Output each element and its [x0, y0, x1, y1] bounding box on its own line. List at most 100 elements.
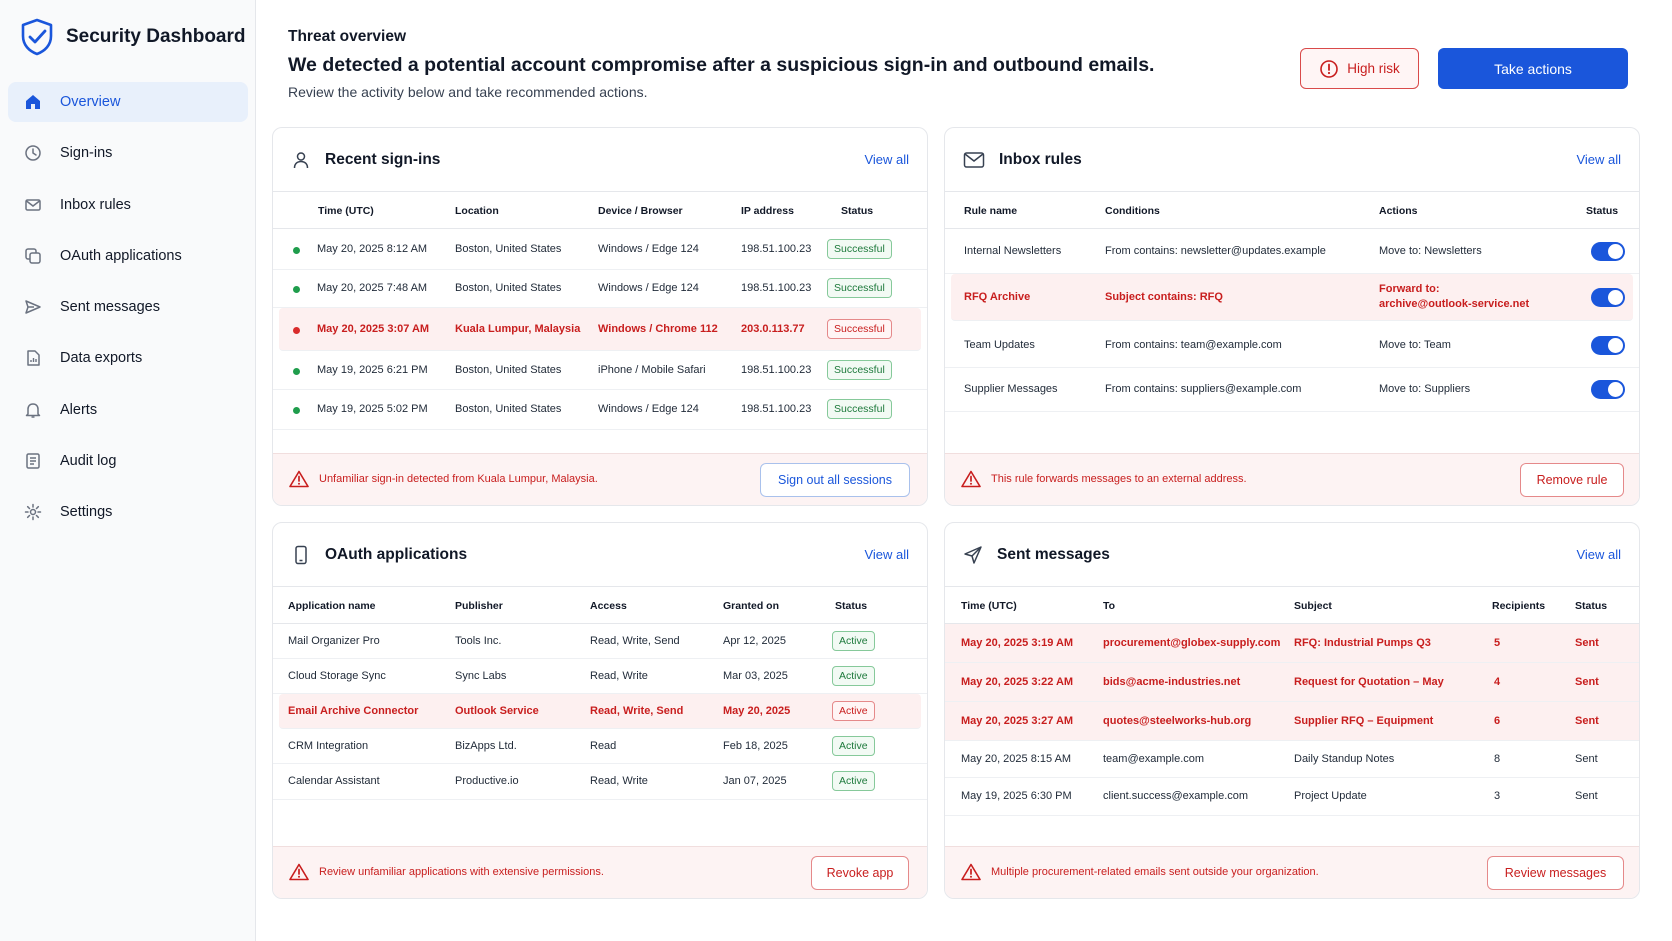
table-cell: From contains: newsletter@updates.exampl… [1105, 245, 1326, 257]
table-cell: Read, Write, Send [590, 635, 680, 647]
table-cell: Sent [1575, 753, 1598, 765]
sidebar-item-settings[interactable]: Settings [8, 492, 248, 532]
oauth-applications-card: OAuth applications View all Application … [272, 522, 928, 899]
table-cell: archive@outlook-service.net [1379, 298, 1530, 310]
remove-rule-button[interactable]: Remove rule [1520, 463, 1624, 497]
table-cell: Read, Write, Send [590, 705, 684, 717]
sidebar-item-label: OAuth applications [60, 247, 182, 264]
oauth-app-row[interactable]: Calendar Assistant Productive.io Read, Wri… [273, 764, 927, 800]
sidebar-item-overview[interactable]: Overview [8, 82, 248, 122]
warning-message: Unfamiliar sign-in detected from Kuala L… [289, 470, 598, 488]
sidebar: Security Dashboard Overview Sign-ins Inb… [0, 0, 256, 941]
sidebar-item-sign-ins[interactable]: Sign-ins [8, 133, 248, 173]
column-header: Conditions [1105, 205, 1160, 217]
view-all-link[interactable]: View all [864, 152, 909, 167]
table-cell: Mail Organizer Pro [288, 635, 380, 647]
sign-out-all-sessions-button[interactable]: Sign out all sessions [760, 463, 910, 497]
table-cell: 198.51.100.23 [741, 364, 812, 376]
status-badge: Successful [827, 278, 892, 298]
sent-message-row[interactable]: May 20, 2025 3:27 AM quotes@steelworks-hu… [945, 702, 1639, 741]
revoke-app-button[interactable]: Revoke app [811, 856, 909, 890]
oauth-app-row[interactable]: Mail Organizer Pro Tools Inc. Read, Write,… [273, 624, 927, 659]
inbox-rule-row[interactable]: Team Updates From contains: team@example.… [945, 323, 1639, 368]
inbox-rule-row[interactable]: Supplier Messages From contains: supplier… [945, 368, 1639, 412]
status-dot [293, 407, 300, 414]
oauth-app-row[interactable]: Cloud Storage Sync Sync Labs Read, Write Ma… [273, 659, 927, 694]
view-all-link[interactable]: View all [1576, 547, 1621, 562]
column-header: Time (UTC) [318, 205, 374, 217]
sidebar-nav: Overview Sign-ins Inbox rules OAuth appl… [8, 82, 248, 544]
rule-enabled-toggle[interactable] [1591, 380, 1625, 399]
apps-icon [25, 248, 41, 264]
take-actions-button[interactable]: Take actions [1438, 48, 1628, 89]
warning-triangle-icon [961, 863, 981, 881]
sidebar-item-alerts[interactable]: Alerts [8, 390, 248, 430]
table-cell: Tools Inc. [455, 635, 502, 647]
inbox-rules-card: Inbox rules View all Rule name Condition… [944, 127, 1640, 506]
status-badge: Active [832, 666, 875, 686]
table-cell: Calendar Assistant [288, 775, 380, 787]
alert-circle-icon [1320, 59, 1339, 78]
inbox-rule-row[interactable]: RFQ Archive Subject contains: RFQ Forward … [951, 274, 1633, 321]
table-cell: Boston, United States [455, 364, 562, 376]
sent-message-row[interactable]: May 19, 2025 6:30 PM client.success@examp… [945, 778, 1639, 816]
sent-message-row[interactable]: May 20, 2025 8:15 AM team@example.com Dail… [945, 741, 1639, 778]
shield-check-icon [21, 18, 53, 56]
status-badge: Active [832, 736, 875, 756]
view-all-link[interactable]: View all [864, 547, 909, 562]
column-header: Status [1586, 205, 1619, 217]
card-title: Sent messages [997, 545, 1110, 563]
warning-message: Review unfamiliar applications with exte… [289, 863, 604, 881]
table-cell: Kuala Lumpur, Malaysia [455, 323, 581, 335]
sign-in-row[interactable]: May 20, 2025 3:07 AM Kuala Lumpur, Malays… [279, 308, 921, 351]
sidebar-item-label: Data exports [60, 350, 143, 367]
warning-text: Unfamiliar sign-in detected from Kuala L… [319, 473, 598, 485]
table-cell: Jan 07, 2025 [723, 775, 787, 787]
oauth-app-row[interactable]: Email Archive Connector Outlook Service Re… [279, 694, 921, 729]
sidebar-item-inbox-rules[interactable]: Inbox rules [8, 185, 248, 225]
sign-in-row[interactable]: May 20, 2025 8:12 AM Boston, United State… [273, 230, 927, 270]
phone-icon [295, 545, 307, 564]
sidebar-item-oauth-applications[interactable]: OAuth applications [8, 236, 248, 276]
card-footer: This rule forwards messages to an extern… [945, 453, 1639, 505]
table-cell: Feb 18, 2025 [723, 740, 788, 752]
table-cell: Windows / Edge 124 [598, 403, 699, 415]
card-header: OAuth applications [273, 523, 927, 587]
sent-message-row[interactable]: May 20, 2025 3:19 AM procurement@globex-s… [945, 624, 1639, 663]
sign-in-row[interactable]: May 19, 2025 5:02 PM Boston, United State… [273, 390, 927, 430]
table-cell: iPhone / Mobile Safari [598, 364, 706, 376]
rule-enabled-toggle[interactable] [1591, 242, 1625, 261]
sidebar-item-label: Sign-ins [60, 145, 113, 162]
column-header: Rule name [964, 205, 1018, 217]
table-cell: Sync Labs [455, 670, 507, 682]
status-badge: Successful [827, 319, 892, 339]
sidebar-item-sent-messages[interactable]: Sent messages [8, 287, 248, 327]
table-cell: bids@acme-industries.net [1103, 676, 1241, 688]
risk-badge-label: High risk [1347, 61, 1400, 76]
column-header: Status [835, 600, 868, 612]
table-cell: Supplier Messages [964, 383, 1058, 395]
inbox-rule-row[interactable]: Internal Newsletters From contains: newsl… [945, 230, 1639, 274]
page-header: Threat overview We detected a potential … [288, 28, 1154, 100]
view-all-link[interactable]: View all [1576, 152, 1621, 167]
sidebar-item-label: Inbox rules [60, 196, 131, 213]
risk-badge: High risk [1300, 48, 1419, 89]
warning-message: Multiple procurement-related emails sent… [961, 863, 1319, 881]
sign-in-row[interactable]: May 19, 2025 6:21 PM Boston, United State… [273, 352, 927, 390]
table-cell: Subject contains: RFQ [1105, 291, 1223, 303]
table-cell: Productive.io [455, 775, 519, 787]
review-messages-button[interactable]: Review messages [1487, 856, 1624, 890]
rule-enabled-toggle[interactable] [1591, 288, 1625, 307]
oauth-app-row[interactable]: CRM Integration BizApps Ltd. Read Feb 18, 2… [273, 729, 927, 764]
sidebar-item-data-exports[interactable]: Data exports [8, 338, 248, 378]
bell-icon [25, 403, 41, 418]
sign-in-row[interactable]: May 20, 2025 7:48 AM Boston, United State… [273, 270, 927, 308]
table-cell: Sent [1575, 715, 1599, 727]
card-footer: Review unfamiliar applications with exte… [273, 846, 927, 898]
table-cell: May 20, 2025 3:07 AM [317, 323, 430, 335]
sidebar-item-audit-log[interactable]: Audit log [8, 441, 248, 481]
table-cell: Move to: Team [1379, 339, 1451, 351]
rule-enabled-toggle[interactable] [1591, 336, 1625, 355]
sent-message-row[interactable]: May 20, 2025 3:22 AM bids@acme-industries… [945, 663, 1639, 702]
table-cell: 198.51.100.23 [741, 243, 812, 255]
